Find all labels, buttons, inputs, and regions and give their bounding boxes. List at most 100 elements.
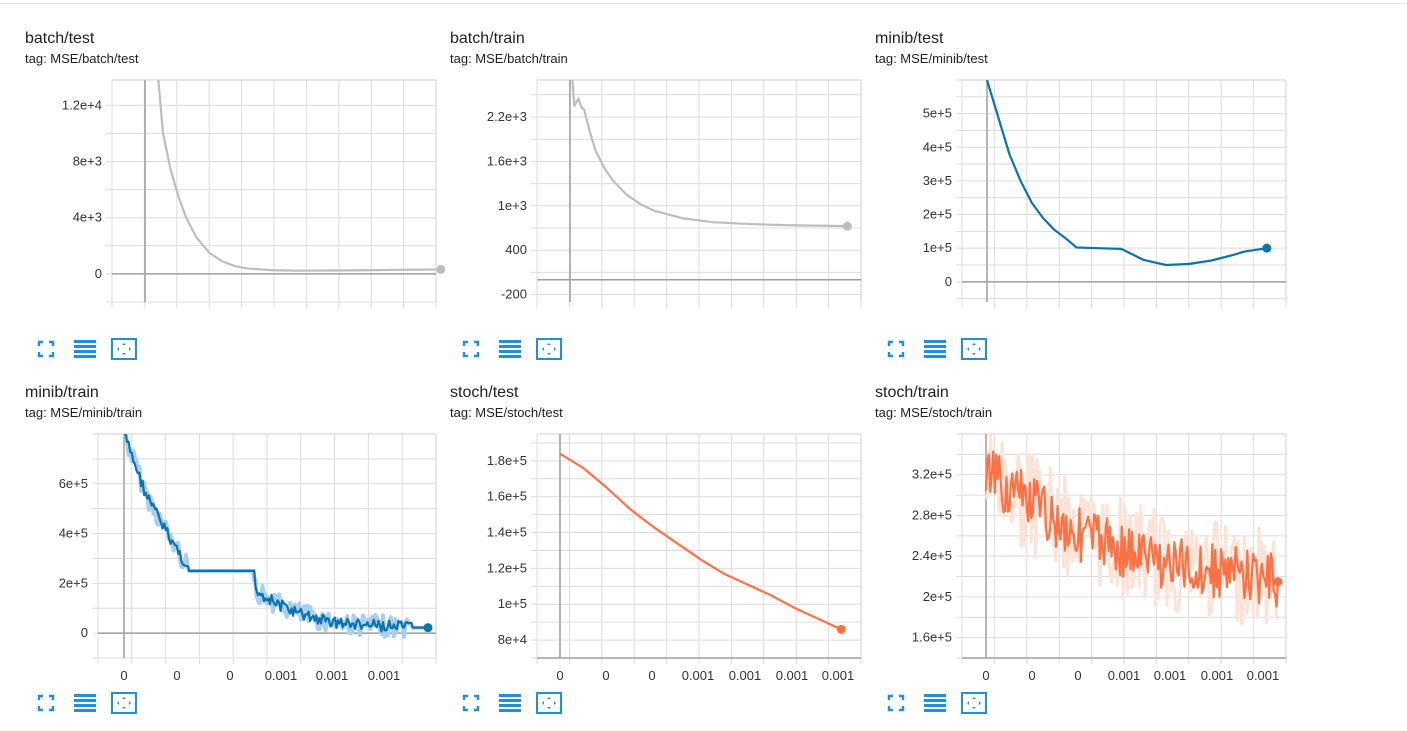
- x-tick-label: 0.001: [729, 668, 762, 683]
- expand-icon: [458, 337, 484, 361]
- fit-domain-button[interactable]: [535, 337, 562, 361]
- fit-domain-button[interactable]: [960, 691, 987, 715]
- chart-plot[interactable]: -200 400 1e+3 1.6e+3 2.2e+3: [425, 0, 862, 350]
- chart-title: batch/train: [450, 30, 525, 47]
- y-tick-label: 2e+5: [923, 589, 952, 604]
- expand-button[interactable]: [458, 337, 484, 361]
- expand-button[interactable]: [883, 337, 909, 361]
- x-tick-label: 0.001: [1154, 668, 1187, 683]
- y-tick-label: 2.2e+3: [487, 109, 527, 124]
- data-table-button[interactable]: [497, 337, 523, 361]
- series-line: [984, 450, 1280, 608]
- y-tick-label: 6e+5: [59, 476, 88, 491]
- chart-plot[interactable]: 0 2e+5 4e+5 6e+5 0 0 0 0.001 0.001 0.001: [0, 354, 437, 704]
- series-line: [157, 80, 436, 272]
- fit-domain-icon: [960, 337, 987, 361]
- fit-domain-button[interactable]: [535, 691, 562, 715]
- fit-domain-icon: [535, 691, 562, 715]
- fit-domain-icon: [535, 337, 562, 361]
- chart-tag: tag: MSE/minib/test: [875, 51, 988, 66]
- chart-plot[interactable]: 0 4e+3 8e+3 1.2e+4: [0, 0, 446, 350]
- x-tick-label: 0: [602, 668, 609, 683]
- y-tick-label: 1.6e+3: [487, 153, 527, 168]
- top-divider: [0, 3, 1407, 4]
- x-tick-label: 0.001: [1201, 668, 1234, 683]
- y-tick-label: 0: [81, 625, 88, 640]
- data-table-icon: [922, 337, 948, 361]
- chart-card: stoch/train tag: MSE/stoch/train 1.6e+5 2e+…: [850, 354, 1287, 714]
- y-tick-label: 1.6e+5: [487, 489, 527, 504]
- y-tick-label: 3e+5: [923, 173, 952, 188]
- chart-title: stoch/test: [450, 384, 519, 401]
- data-table-icon: [497, 691, 523, 715]
- chart-title: minib/test: [875, 30, 944, 47]
- expand-icon: [33, 337, 59, 361]
- chart-title: batch/test: [25, 30, 95, 47]
- fit-domain-button[interactable]: [110, 691, 137, 715]
- y-tick-label: 1.8e+5: [487, 453, 527, 468]
- fit-domain-icon: [960, 691, 987, 715]
- chart-tag: tag: MSE/stoch/train: [875, 405, 993, 420]
- y-tick-label: 2.4e+5: [912, 548, 952, 563]
- series-line: [985, 80, 1267, 267]
- y-tick-label: 0: [95, 266, 102, 281]
- x-tick-label: 0: [120, 668, 127, 683]
- data-table-icon: [922, 691, 948, 715]
- chart-tag: tag: MSE/minib/train: [25, 405, 143, 420]
- y-tick-label: 1.2e+5: [487, 560, 527, 575]
- x-tick-label: 0: [1074, 668, 1081, 683]
- y-tick-label: 8e+4: [498, 632, 527, 647]
- series-end-marker: [1262, 243, 1272, 253]
- series-end-marker: [423, 623, 433, 633]
- chart-plot[interactable]: 0 1e+5 2e+5 3e+5 4e+5 5e+5: [850, 0, 1287, 350]
- series-line: [559, 452, 842, 631]
- chart-plot[interactable]: 1.6e+5 2e+5 2.4e+5 2.8e+5 3.2e+5 0 0 0 0.001 0.00…: [850, 354, 1287, 704]
- y-tick-label: 1.4e+5: [487, 525, 527, 540]
- x-tick-label: 0: [1028, 668, 1035, 683]
- series-line: [124, 434, 428, 633]
- y-tick-label: 2e+5: [59, 575, 88, 590]
- y-tick-label: 1.6e+5: [912, 630, 952, 645]
- data-table-button[interactable]: [497, 691, 523, 715]
- expand-button[interactable]: [883, 691, 909, 715]
- x-tick-label: 0.001: [368, 668, 401, 683]
- x-tick-label: 0: [648, 668, 655, 683]
- expand-button[interactable]: [33, 691, 59, 715]
- series-end-marker: [836, 624, 846, 634]
- fit-domain-button[interactable]: [110, 337, 137, 361]
- data-table-button[interactable]: [72, 691, 98, 715]
- x-tick-label: 0.001: [776, 668, 809, 683]
- y-tick-label: 8e+3: [73, 153, 102, 168]
- chart-card: stoch/test tag: MSE/stoch/test 8e+4 1e+5 1.2…: [425, 354, 862, 714]
- y-tick-label: 4e+3: [73, 210, 102, 225]
- expand-button[interactable]: [33, 337, 59, 361]
- expand-button[interactable]: [458, 691, 484, 715]
- chart-plot[interactable]: 8e+4 1e+5 1.2e+5 1.4e+5 1.6e+5 1.8e+5 0 0 0 0.001…: [425, 354, 862, 704]
- chart-title: minib/train: [25, 384, 99, 401]
- chart-card: minib/train tag: MSE/minib/train 0 2e+5 4e+5…: [0, 354, 437, 714]
- chart-title: stoch/train: [875, 384, 949, 401]
- y-tick-label: 4e+5: [923, 139, 952, 154]
- expand-icon: [883, 691, 909, 715]
- x-tick-label: 0.001: [316, 668, 349, 683]
- data-table-button[interactable]: [72, 337, 98, 361]
- x-tick-label: 0.001: [1247, 668, 1280, 683]
- data-table-button[interactable]: [922, 691, 948, 715]
- expand-icon: [458, 691, 484, 715]
- y-tick-label: -200: [501, 287, 527, 302]
- series-line: [571, 80, 848, 228]
- data-table-button[interactable]: [922, 337, 948, 361]
- y-tick-label: 1e+5: [923, 240, 952, 255]
- fit-domain-button[interactable]: [960, 337, 987, 361]
- chart-tag: tag: MSE/stoch/test: [450, 405, 563, 420]
- y-tick-label: 4e+5: [59, 526, 88, 541]
- series-raw-band: [984, 434, 1279, 626]
- series-end-marker: [1273, 577, 1283, 587]
- y-tick-label: 5e+5: [923, 106, 952, 121]
- x-tick-label: 0: [226, 668, 233, 683]
- y-tick-label: 2e+5: [923, 207, 952, 222]
- y-tick-label: 0: [945, 274, 952, 289]
- chart-card: batch/train tag: MSE/batch/train -200 400 1e…: [425, 0, 862, 360]
- chart-tag: tag: MSE/batch/train: [450, 51, 568, 66]
- expand-icon: [883, 337, 909, 361]
